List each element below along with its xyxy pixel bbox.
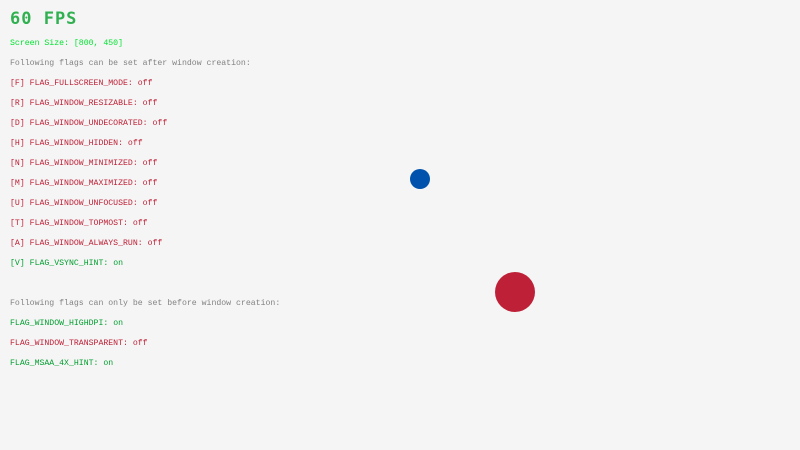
flag-row: [T] FLAG_WINDOW_TOPMOST: off: [10, 219, 148, 229]
flag-value: off: [152, 119, 168, 128]
bouncing-ball-small: [410, 169, 430, 189]
flag-row: FLAG_MSAA_4X_HINT: on: [10, 359, 113, 369]
flag-row: [H] FLAG_WINDOW_HIDDEN: off: [10, 139, 143, 149]
fps-counter: 60 FPS: [10, 9, 78, 29]
flag-label: [F] FLAG_FULLSCREEN_MODE:: [10, 79, 138, 88]
flag-label: [H] FLAG_WINDOW_HIDDEN:: [10, 139, 128, 148]
flag-label: [A] FLAG_WINDOW_ALWAYS_RUN:: [10, 239, 148, 248]
init-flags-header: Following flags can only be set before w…: [10, 299, 281, 308]
flag-value: off: [137, 79, 153, 88]
flag-value: off: [142, 159, 158, 168]
flag-value: off: [142, 179, 158, 188]
flag-label: FLAG_WINDOW_TRANSPARENT:: [10, 339, 133, 348]
flag-row: [N] FLAG_WINDOW_MINIMIZED: off: [10, 159, 157, 169]
flag-label: [T] FLAG_WINDOW_TOPMOST:: [10, 219, 133, 228]
flag-value: on: [113, 259, 124, 268]
flag-label: [V] FLAG_VSYNC_HINT:: [10, 259, 114, 268]
flag-value: off: [132, 339, 148, 348]
flag-label: [N] FLAG_WINDOW_MINIMIZED:: [10, 159, 143, 168]
flag-row: [M] FLAG_WINDOW_MAXIMIZED: off: [10, 179, 157, 189]
flag-row: [U] FLAG_WINDOW_UNFOCUSED: off: [10, 199, 157, 209]
flag-label: FLAG_WINDOW_HIGHDPI:: [10, 319, 114, 328]
flag-row: FLAG_WINDOW_TRANSPARENT: off: [10, 339, 148, 349]
bouncing-ball-large: [495, 272, 535, 312]
flag-label: FLAG_MSAA_4X_HINT:: [10, 359, 104, 368]
flag-value: off: [127, 139, 143, 148]
flag-label: [M] FLAG_WINDOW_MAXIMIZED:: [10, 179, 143, 188]
runtime-flags-header: Following flags can be set after window …: [10, 59, 251, 68]
flag-value: off: [147, 239, 163, 248]
flag-row: FLAG_WINDOW_HIGHDPI: on: [10, 319, 123, 329]
flag-row: [F] FLAG_FULLSCREEN_MODE: off: [10, 79, 153, 89]
flag-value: on: [113, 319, 124, 328]
flag-row: [D] FLAG_WINDOW_UNDECORATED: off: [10, 119, 167, 129]
flag-value: off: [142, 199, 158, 208]
flag-row: [A] FLAG_WINDOW_ALWAYS_RUN: off: [10, 239, 162, 249]
screen-size: Screen Size: [800, 450]: [10, 39, 124, 48]
flag-value: off: [132, 219, 148, 228]
flag-value: on: [103, 359, 114, 368]
flag-label: [D] FLAG_WINDOW_UNDECORATED:: [10, 119, 153, 128]
flag-label: [R] FLAG_WINDOW_RESIZABLE:: [10, 99, 143, 108]
flag-label: [U] FLAG_WINDOW_UNFOCUSED:: [10, 199, 143, 208]
flag-value: off: [142, 99, 158, 108]
flag-row: [R] FLAG_WINDOW_RESIZABLE: off: [10, 99, 157, 109]
flag-row: [V] FLAG_VSYNC_HINT: on: [10, 259, 123, 269]
